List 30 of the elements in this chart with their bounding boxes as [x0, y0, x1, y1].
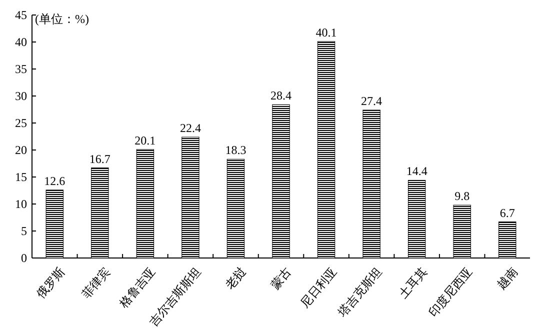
data-label: 40.1: [316, 25, 337, 40]
y-tick-label: 30: [15, 89, 27, 103]
data-label: 28.4: [270, 88, 292, 103]
x-tick-label: 菲律宾: [79, 264, 113, 302]
data-label: 27.4: [361, 94, 382, 108]
y-tick-label: 20: [15, 143, 27, 157]
data-label: 22.4: [180, 121, 201, 136]
x-tick-label: 格鲁吉亚: [116, 264, 158, 312]
y-tick-label: 5: [21, 224, 27, 238]
y-tick-label: 25: [15, 116, 27, 130]
y-tick-label: 0: [21, 251, 27, 265]
y-tick-label: 40: [15, 35, 27, 49]
y-axis-title: (单位：%): [35, 12, 89, 26]
data-label: 18.3: [225, 143, 246, 158]
data-label: 20.1: [134, 133, 156, 148]
x-tick-label: 土耳其: [396, 264, 430, 302]
data-label: 12.6: [44, 174, 66, 188]
x-tick-label: 俄罗斯: [34, 264, 68, 302]
x-tick-label: 蒙古: [268, 264, 294, 292]
x-tick-label: 尼日利亚: [298, 264, 340, 310]
y-tick-label: 35: [15, 62, 27, 76]
x-tick-label: 越南: [494, 264, 520, 292]
x-tick-label: 老挝: [222, 264, 249, 292]
y-tick-label: 45: [15, 8, 27, 22]
y-tick-label: 15: [15, 170, 27, 184]
data-label: 6.7: [500, 206, 515, 220]
data-label: 16.7: [89, 152, 110, 166]
y-tick-label: 10: [15, 197, 27, 211]
data-label: 14.4: [406, 164, 428, 178]
data-label: 9.8: [454, 189, 470, 204]
